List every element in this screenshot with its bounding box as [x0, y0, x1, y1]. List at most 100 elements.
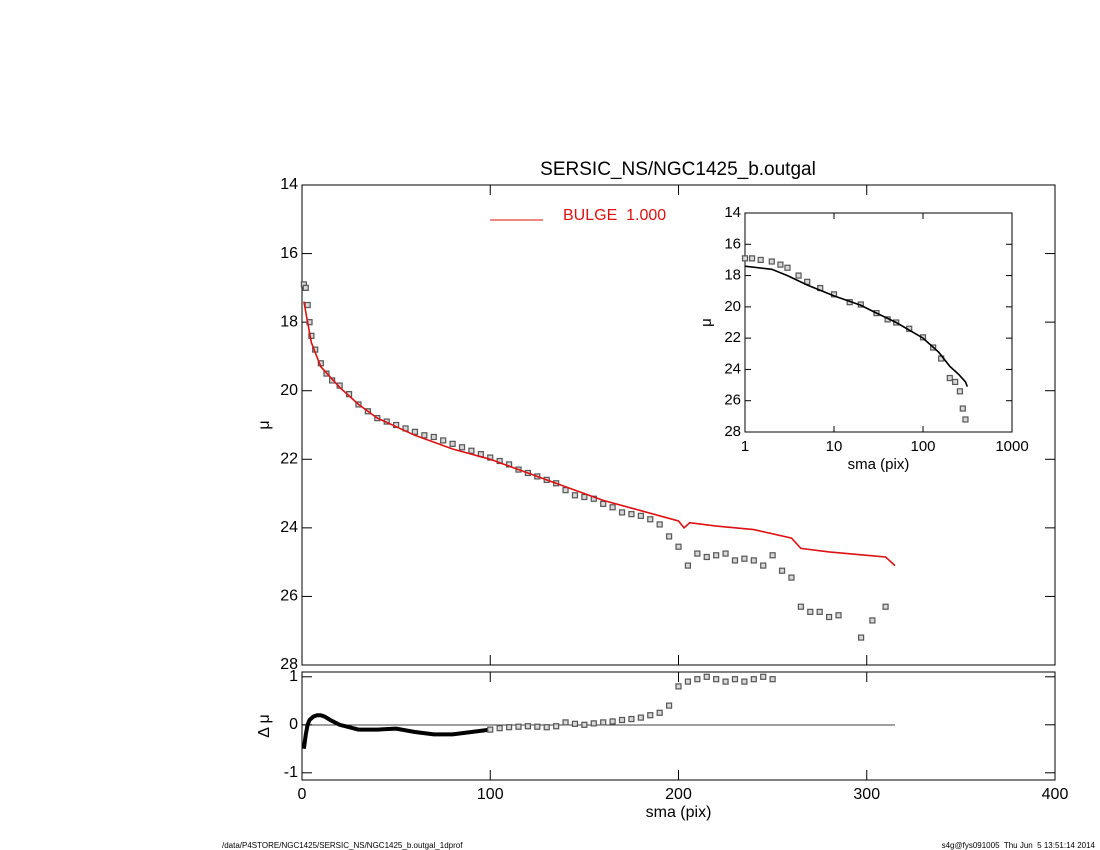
data-point	[665, 702, 673, 709]
data-point	[946, 374, 953, 382]
x-tick-label: 200	[665, 786, 692, 803]
data-point	[959, 405, 966, 412]
data-point	[858, 634, 865, 641]
footer-path: /data/P4STORE/NGC1425/SERSIC_NS/NGC1425_…	[222, 841, 463, 850]
x-tick-label: 1000	[995, 438, 1028, 455]
data-point	[769, 552, 776, 559]
data-point	[713, 552, 720, 559]
data-point	[795, 272, 802, 279]
x-tick-label: 300	[853, 786, 880, 803]
model-line	[303, 301, 896, 567]
data-point	[825, 613, 833, 621]
data-point	[609, 504, 616, 511]
y-tick-label: 26	[724, 392, 741, 409]
y-tick-label: -1	[284, 764, 298, 781]
data-point	[609, 718, 616, 725]
data-point	[618, 509, 626, 516]
data-point	[505, 724, 513, 731]
data-point	[962, 416, 969, 423]
data-point	[750, 676, 757, 683]
data-point	[496, 725, 503, 732]
data-point	[571, 492, 579, 499]
data-point	[665, 533, 673, 540]
y-axis-label: μ	[698, 318, 715, 327]
y-tick-label: 14	[724, 204, 741, 221]
data-point	[581, 493, 588, 501]
y-tick-label: 1	[289, 668, 298, 685]
model-line	[301, 713, 491, 750]
data-point	[694, 676, 701, 683]
data-point	[543, 724, 550, 731]
data-point	[952, 378, 959, 386]
data-point	[741, 678, 748, 685]
footer-stamp: s4g@fys091005 Thu Jun 5 13:51:14 2014	[942, 841, 1096, 850]
data-point	[722, 550, 729, 557]
data-point	[562, 487, 569, 494]
y-axis-label: Δ μ	[256, 714, 273, 737]
y-tick-label: 20	[280, 382, 298, 399]
data-point	[684, 562, 692, 569]
x-tick-label: 0	[298, 786, 307, 803]
data-point	[777, 261, 784, 268]
y-tick-label: 22	[724, 329, 741, 346]
data-point	[515, 723, 522, 730]
data-point	[675, 543, 682, 550]
data-point	[760, 673, 767, 680]
y-tick-label: 28	[280, 656, 298, 673]
y-tick-label: 28	[724, 423, 741, 440]
data-point	[816, 608, 823, 615]
data-point	[797, 603, 804, 610]
data-point	[302, 284, 309, 291]
data-point	[458, 444, 466, 451]
data-point	[748, 255, 756, 262]
data-point	[722, 678, 729, 685]
data-point	[449, 440, 456, 447]
y-tick-label: 26	[280, 588, 298, 605]
data-point	[524, 723, 532, 730]
data-point	[600, 719, 607, 726]
data-point	[553, 723, 560, 730]
y-tick-label: 24	[280, 519, 298, 536]
data-point	[487, 726, 494, 733]
legend-label: BULGE 1.000	[563, 207, 666, 224]
data-point	[618, 716, 626, 724]
data-point	[788, 574, 795, 581]
x-tick-label: 400	[1042, 786, 1069, 803]
data-point	[757, 256, 764, 264]
data-point	[768, 258, 775, 265]
plot-frame	[744, 212, 1013, 433]
y-tick-label: 0	[289, 716, 298, 733]
data-point	[713, 676, 720, 683]
data-point	[956, 388, 964, 395]
x-tick-label: 10	[826, 438, 843, 455]
data-point	[628, 511, 635, 518]
data-point	[694, 550, 701, 557]
y-tick-label: 22	[280, 451, 298, 468]
y-tick-label: 18	[280, 313, 298, 330]
data-point	[590, 720, 597, 727]
data-point	[731, 676, 739, 683]
data-point	[562, 719, 569, 726]
data-point	[628, 715, 635, 723]
data-point	[534, 723, 541, 730]
data-point	[430, 433, 437, 441]
data-point	[600, 500, 607, 507]
data-point	[571, 720, 579, 727]
data-point	[656, 709, 663, 716]
data-point	[869, 617, 876, 624]
y-tick-label: 16	[280, 245, 298, 262]
data-point	[835, 612, 842, 619]
data-point	[769, 676, 776, 683]
y-tick-label: 18	[724, 267, 741, 284]
y-tick-label: 16	[724, 235, 741, 252]
y-tick-label: 14	[280, 176, 298, 193]
y-tick-label: 24	[724, 360, 741, 377]
data-point	[731, 557, 739, 564]
data-point	[304, 301, 311, 309]
x-axis-label: sma (pix)	[646, 804, 712, 821]
x-axis-label: sma (pix)	[848, 456, 910, 473]
data-point	[468, 447, 475, 454]
data-point	[647, 712, 654, 719]
